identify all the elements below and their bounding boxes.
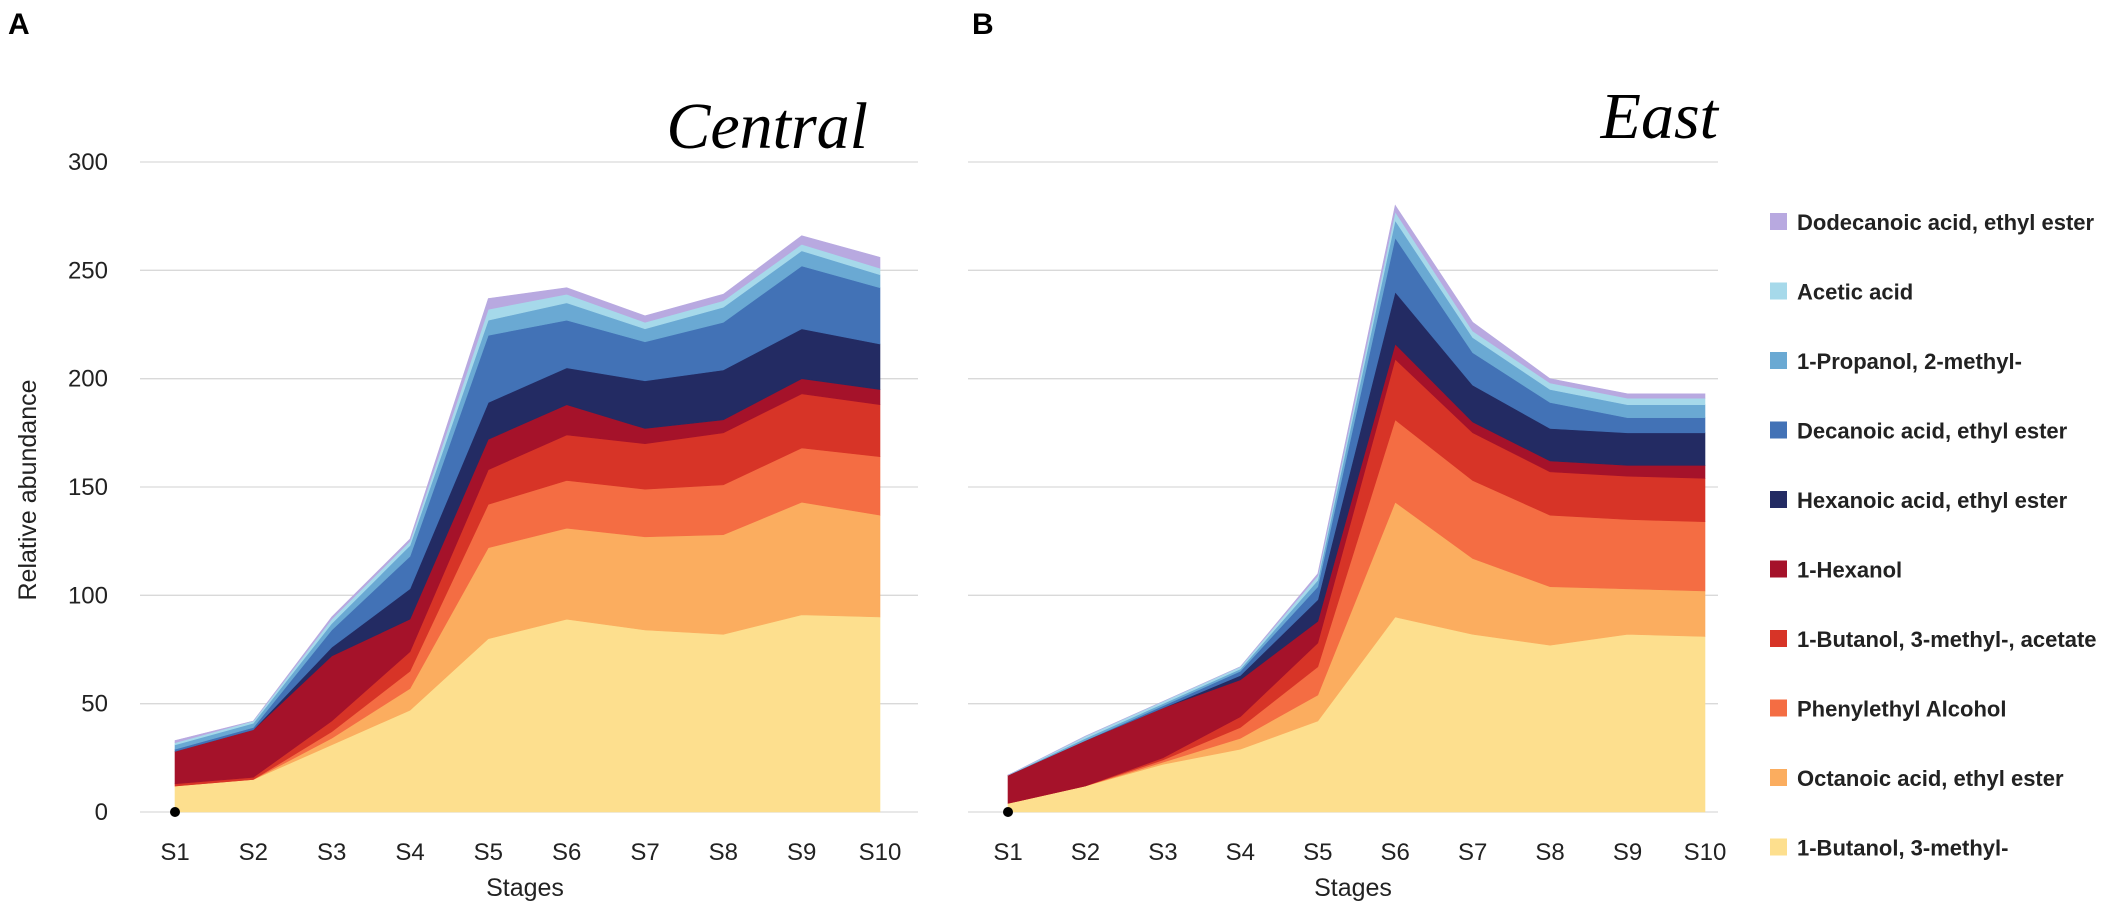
legend-label-dodecanoic-acid-ethyl-ester: Dodecanoic acid, ethyl ester <box>1797 210 2095 235</box>
panel-east: B East S1 S2 S3 S4 S5 S6 S7 S8 S9 S10 Stages <box>968 8 1726 902</box>
panel-letter-b: B <box>972 8 994 41</box>
legend-label-decanoic-acid-ethyl-ester: Decanoic acid, ethyl ester <box>1797 419 2068 444</box>
y-tick-50: 50 <box>81 691 108 718</box>
legend-swatch-phenylethyl-alcohol <box>1770 699 1787 717</box>
legend-swatch-1-butanol-3-methyl <box>1770 838 1787 856</box>
x-tick-s8-east: S8 <box>1535 839 1564 866</box>
x-tick-s4-east: S4 <box>1226 839 1255 866</box>
y-axis-ticks-central: 0 50 100 150 200 250 300 <box>68 149 108 826</box>
x-tick-s7-east: S7 <box>1458 839 1487 866</box>
legend-label-octanoic-acid-ethyl-ester: Octanoic acid, ethyl ester <box>1797 766 2064 791</box>
x-tick-s5-central: S5 <box>474 839 503 866</box>
legend-swatch-1-hexanol <box>1770 560 1787 578</box>
x-tick-s4-central: S4 <box>395 839 424 866</box>
x-tick-s7-central: S7 <box>630 839 659 866</box>
y-tick-0: 0 <box>95 799 108 826</box>
x-axis-ticks-east: S1 S2 S3 S4 S5 S6 S7 S8 S9 S10 <box>993 839 1726 866</box>
x-tick-s10-east: S10 <box>1684 839 1727 866</box>
x-tick-s8-central: S8 <box>709 839 738 866</box>
area-dodecanoic-acid-ethyl-ester-east <box>1007 204 1706 776</box>
x-tick-s1-central: S1 <box>160 839 189 866</box>
x-axis-label-east: Stages <box>1314 874 1392 902</box>
legend-label-1-propanol-2-methyl: 1-Propanol, 2-methyl- <box>1797 349 2022 374</box>
area-series-central <box>174 235 881 813</box>
legend-label-hexanoic-acid-ethyl-ester: Hexanoic acid, ethyl ester <box>1797 488 2068 513</box>
legend-label-1-butanol-3-methyl-acetate: 1-Butanol, 3-methyl-, acetate <box>1797 627 2097 652</box>
legend-label-1-butanol-3-methyl: 1-Butanol, 3-methyl- <box>1797 836 2008 861</box>
legend-swatch-1-propanol-2-methyl <box>1770 352 1787 369</box>
legend-label-1-hexanol: 1-Hexanol <box>1797 558 1902 583</box>
panel-letter-a: A <box>8 8 30 41</box>
y-axis-label-central: Relative abundance <box>14 380 42 601</box>
x-tick-s2-central: S2 <box>239 839 268 866</box>
legend-label-acetic-acid: Acetic acid <box>1797 280 1913 305</box>
area-dodecanoic-acid-ethyl-ester-central <box>174 235 881 744</box>
legend-swatch-acetic-acid <box>1770 282 1787 300</box>
legend-swatch-decanoic-acid-ethyl-ester <box>1770 421 1787 439</box>
x-tick-s2-east: S2 <box>1071 839 1100 866</box>
x-axis-label-central: Stages <box>486 874 564 902</box>
x-tick-s1-east: S1 <box>993 839 1022 866</box>
legend-swatch-dodecanoic-acid-ethyl-ester <box>1770 213 1787 230</box>
y-tick-250: 250 <box>68 257 108 284</box>
y-tick-200: 200 <box>68 366 108 393</box>
origin-marker-central <box>170 807 180 817</box>
y-tick-150: 150 <box>68 474 108 501</box>
x-tick-s3-central: S3 <box>317 839 346 866</box>
legend: Dodecanoic acid, ethyl ester Acetic acid 1… <box>1770 210 2097 861</box>
x-tick-s9-east: S9 <box>1613 839 1642 866</box>
legend-label-phenylethyl-alcohol: Phenylethyl Alcohol <box>1797 697 2006 722</box>
x-tick-s9-central: S9 <box>787 839 816 866</box>
x-tick-s10-central: S10 <box>859 839 902 866</box>
x-tick-s3-east: S3 <box>1148 839 1177 866</box>
x-tick-s5-east: S5 <box>1303 839 1332 866</box>
chart-title-east: East <box>1600 80 1720 153</box>
x-tick-s6-central: S6 <box>552 839 581 866</box>
x-axis-ticks-central: S1 S2 S3 S4 S5 S6 S7 S8 S9 S10 <box>160 839 901 866</box>
x-tick-s6-east: S6 <box>1381 839 1410 866</box>
legend-swatch-hexanoic-acid-ethyl-ester <box>1770 491 1787 508</box>
y-tick-300: 300 <box>68 149 108 176</box>
area-series-east <box>1007 204 1706 813</box>
origin-marker-east <box>1003 807 1013 817</box>
y-tick-100: 100 <box>68 582 108 609</box>
legend-swatch-1-butanol-3-methyl-acetate <box>1770 630 1787 647</box>
legend-swatch-octanoic-acid-ethyl-ester <box>1770 769 1787 786</box>
chart-title-central: Central <box>666 90 868 163</box>
